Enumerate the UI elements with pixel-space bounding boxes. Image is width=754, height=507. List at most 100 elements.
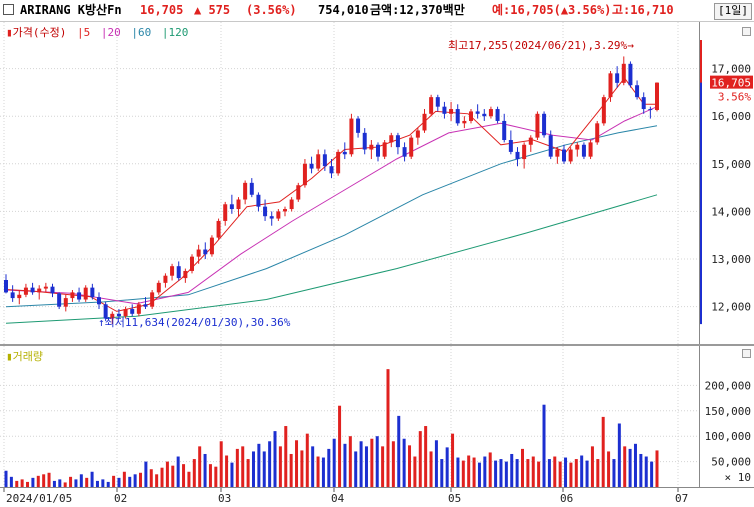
candle-body — [581, 144, 586, 157]
candle-body — [409, 137, 414, 157]
volume-bar — [251, 451, 255, 487]
legend-volume-marker: ▮ — [6, 350, 13, 363]
volume-bar — [526, 459, 530, 487]
price-tick-label: 17,000 — [711, 63, 751, 76]
volume-bar — [488, 452, 492, 487]
candle-body — [535, 113, 540, 138]
candle-body — [183, 270, 188, 279]
volume-bar — [36, 475, 40, 487]
volume-bar — [139, 472, 143, 487]
volume-bar — [144, 461, 148, 487]
volume-bar — [85, 477, 89, 487]
volume-bar — [472, 457, 476, 487]
volume-bar — [633, 443, 637, 487]
volume-bar — [74, 479, 78, 487]
volume-bar — [601, 416, 605, 487]
candle-body — [256, 194, 261, 207]
volume-bar — [149, 469, 153, 487]
legend-ma5: 5 — [83, 26, 91, 39]
volume-bar — [585, 460, 589, 487]
volume-axis-svg: 200,000 150,000 100,000 50,000 × 10 — [705, 379, 752, 484]
volume-bar — [90, 471, 94, 487]
candle-body — [302, 163, 307, 186]
candle-body — [435, 97, 440, 107]
price-tick-label: 16,000 — [711, 110, 751, 123]
candle-body — [422, 113, 427, 131]
candle-body — [362, 132, 367, 150]
select-checkbox[interactable] — [3, 4, 14, 15]
period-button[interactable]: [1일] — [714, 3, 752, 20]
candle-body — [655, 82, 659, 110]
legend-ma120: 120 — [168, 26, 189, 39]
volume-bar — [241, 446, 245, 487]
price-tick-label: 15,000 — [711, 158, 751, 171]
volume-bar — [386, 369, 390, 487]
volume-bar — [531, 456, 535, 487]
candle-body — [502, 120, 507, 140]
volume-bar — [95, 480, 99, 487]
high-annotation-text: 최고17,255(2024/06/21),3.29% — [448, 39, 628, 52]
volume-bar — [31, 477, 35, 487]
volume-bar — [467, 455, 471, 487]
volume-bar — [542, 404, 546, 487]
volume-bar — [15, 480, 19, 487]
volume-bar — [327, 448, 331, 487]
candle-body — [276, 211, 281, 219]
candle-body — [309, 163, 314, 169]
candle-body — [601, 97, 606, 124]
volume-bar — [408, 445, 412, 487]
candle-body — [402, 147, 407, 157]
volume-bar — [370, 438, 374, 487]
volume-tick-label: 150,000 — [705, 405, 751, 418]
candle-body — [395, 135, 400, 148]
volume-bar — [359, 441, 363, 487]
candle-body — [136, 304, 141, 314]
volume-bar — [477, 462, 481, 487]
volume-bar — [284, 426, 288, 487]
volume-pane-maximize-icon[interactable] — [742, 349, 751, 358]
legend-volume-label: 거래량 — [12, 350, 43, 363]
legend-price-marker: ▮ — [6, 26, 13, 39]
legend-ma60-marker: | — [131, 26, 138, 39]
candle-body — [283, 209, 287, 212]
volume-bar — [101, 479, 105, 487]
candle-body — [608, 73, 613, 98]
ma20-line — [5, 106, 658, 305]
volume-bar — [650, 461, 654, 487]
candle-body — [615, 73, 620, 83]
volume-unit-label: × 10 — [725, 471, 752, 484]
volume-bar — [569, 462, 573, 487]
volume-bar — [537, 461, 541, 487]
candle-body — [508, 140, 513, 152]
volume-bar — [596, 459, 600, 487]
volume-bar — [445, 447, 449, 487]
candle-body — [103, 304, 108, 319]
low-annotation: ↑최저11,634(2024/01/30),30.36% — [98, 314, 290, 330]
volume-bar — [504, 461, 508, 487]
pane-divider[interactable] — [0, 344, 754, 346]
low-arrow-icon: ↑ — [98, 316, 105, 329]
price-axis-svg: 17,000 16,000 15,000 14,000 13,000 12,000 16,7… — [700, 22, 753, 344]
volume-bar — [128, 476, 132, 487]
volume-bar — [520, 448, 524, 487]
candle-body — [329, 166, 334, 174]
candle-body — [223, 204, 228, 221]
stock-info-bar: ARIRANG K방산Fn 16,705 ▲ 575 (3.56%) 754,0… — [0, 0, 754, 22]
candle-body — [648, 109, 653, 111]
volume-bar — [155, 474, 159, 487]
candle-body — [542, 113, 547, 136]
volume-bar — [364, 446, 368, 487]
expected-price: 예:16,705(▲3.56%) — [492, 3, 612, 17]
candle-body — [495, 109, 500, 121]
volume-bar — [574, 459, 578, 487]
candle-body — [83, 287, 88, 300]
price-pane-maximize-icon[interactable] — [742, 27, 751, 36]
volume-bar — [225, 455, 229, 487]
volume-panel: ▮거래량 — [0, 346, 700, 487]
date-tick-label: 2024/01/05 — [6, 492, 72, 505]
current-price-label: 16,705 — [711, 77, 751, 90]
volume-bar — [117, 477, 121, 487]
volume-bar — [451, 433, 455, 487]
volume-bar — [617, 423, 621, 487]
volume-tick-label: 200,000 — [705, 379, 751, 392]
